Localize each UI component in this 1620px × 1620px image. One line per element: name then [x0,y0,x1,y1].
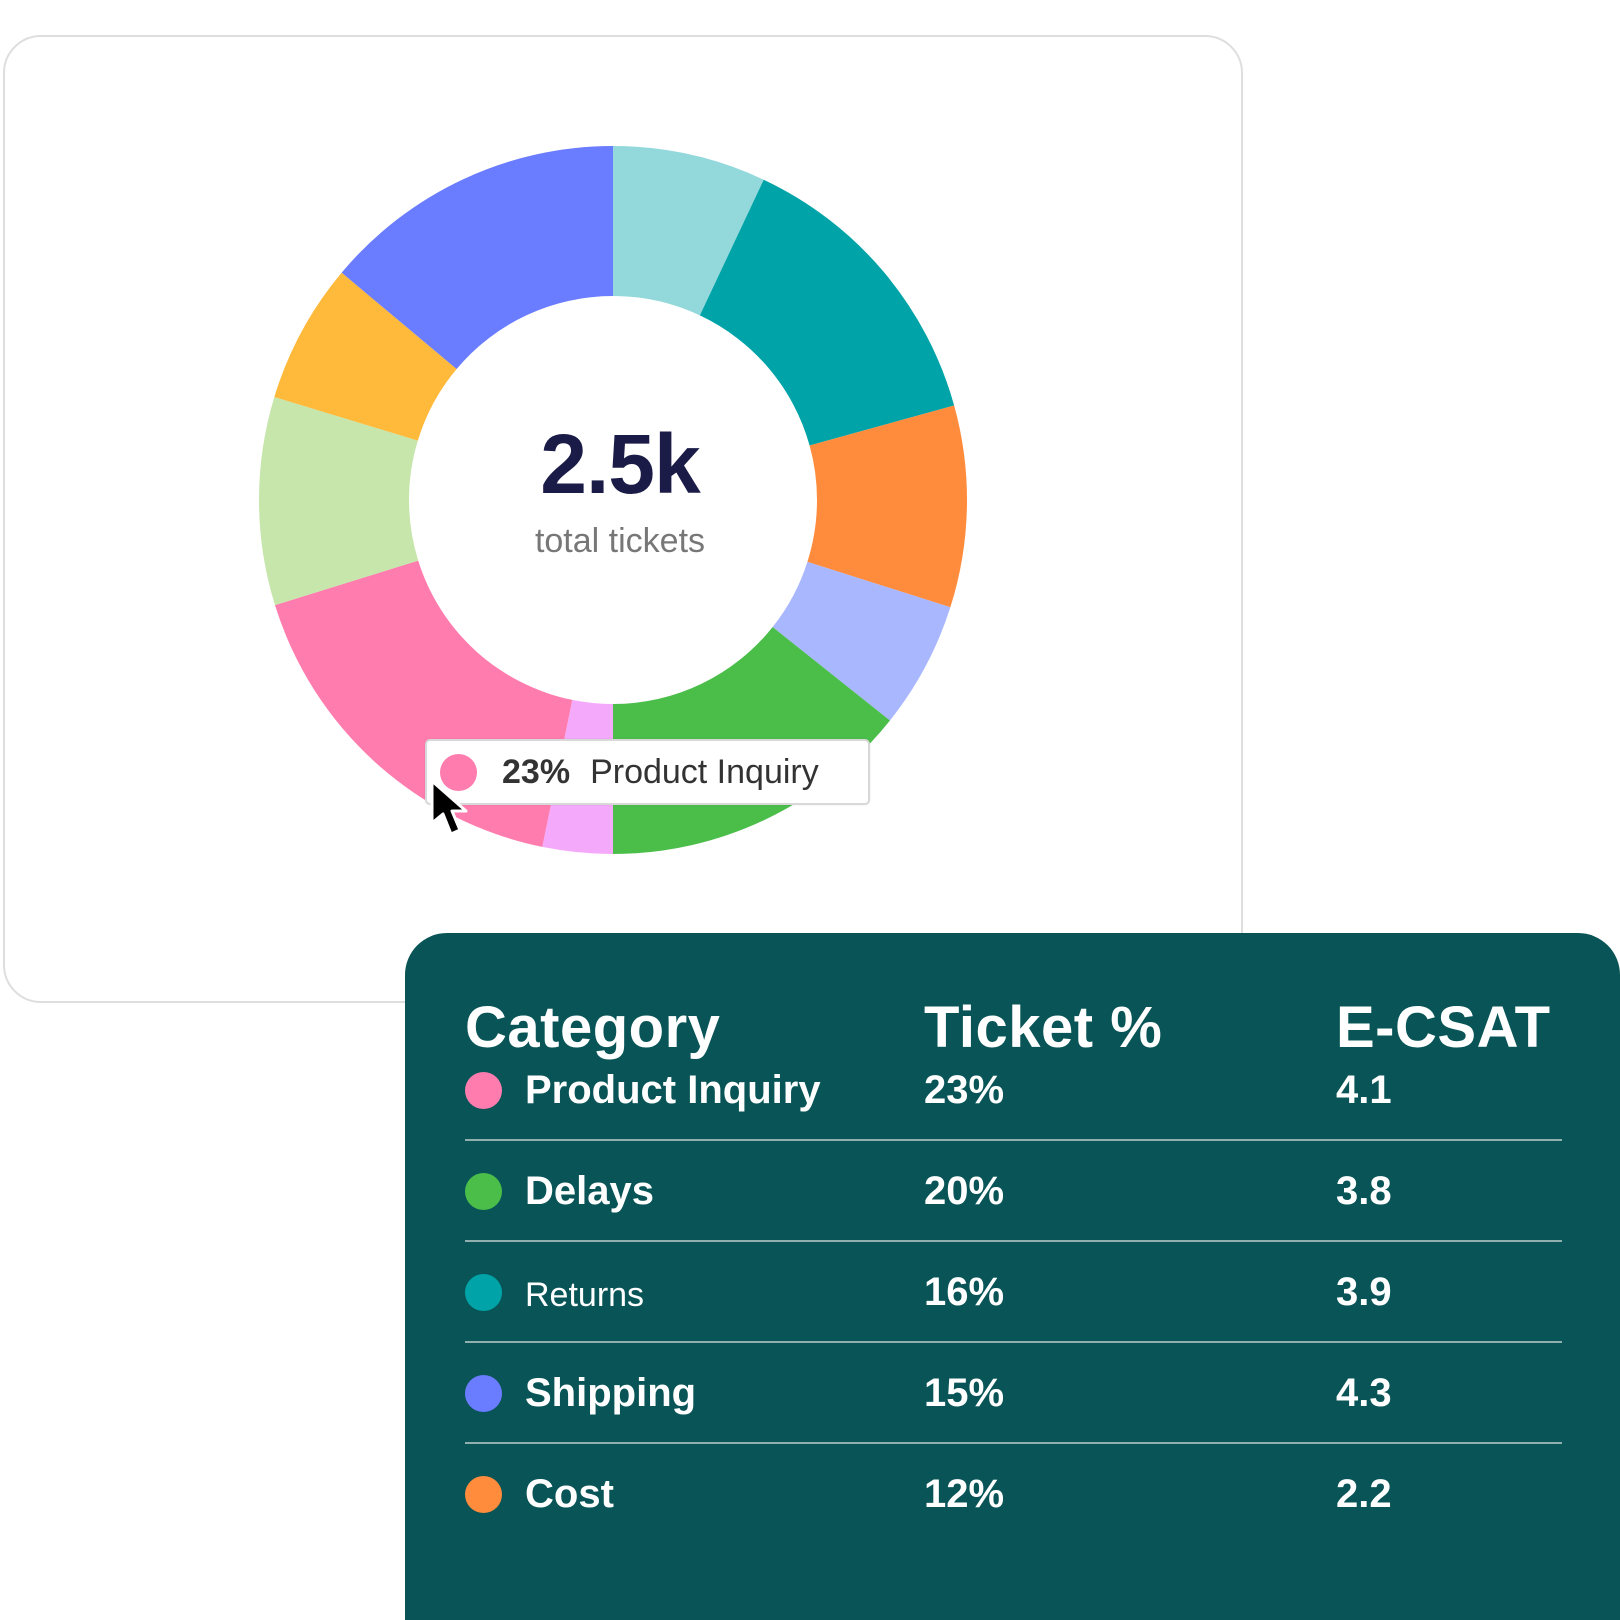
ticket-percent-cell: 16% [924,1270,1005,1314]
table-header-row: Category Ticket % E-CSAT [465,988,1610,1068]
table-row: Shipping 15% 4.3 [465,1343,1562,1444]
category-cell: Product Inquiry [525,1068,821,1112]
category-cell: Delays [525,1169,654,1213]
ecsat-cell: 3.9 [1336,1270,1392,1314]
tooltip-category: Product Inquiry [590,753,819,791]
ticket-percent-cell: 23% [924,1068,1005,1112]
color-swatch-icon [465,1072,502,1109]
table-row: Cost 12% 2.2 [465,1444,1562,1545]
category-column-header: Category [465,995,721,1060]
total-tickets-caption: total tickets [534,522,706,560]
table-row: Returns 16% 3.9 [465,1242,1562,1343]
table-row: Delays 20% 3.8 [465,1141,1562,1242]
donut-slice-1[interactable] [613,146,764,316]
ecsat-cell: 4.3 [1336,1371,1392,1415]
ticket-percent-column-header: Ticket % [924,995,1163,1060]
category-cell: Returns [525,1276,645,1314]
donut-slice-4[interactable] [772,561,951,721]
tooltip-percent: 23% [502,753,571,791]
ticket-percent-cell: 15% [924,1371,1005,1415]
donut-slice-10[interactable] [341,146,613,369]
color-swatch-icon [465,1375,502,1412]
color-swatch-icon [465,1274,502,1311]
category-cell: Shipping [525,1371,697,1415]
ecsat-column-header: E-CSAT [1336,995,1551,1060]
color-swatch-icon [440,753,477,791]
ecsat-cell: 3.8 [1336,1169,1392,1213]
category-cell: Cost [525,1472,614,1516]
ecsat-cell: 2.2 [1336,1472,1392,1516]
category-summary-table: Category Ticket % E-CSAT Product Inquiry… [405,933,1620,1620]
table-row: Product Inquiry 23% 4.1 [465,1040,1562,1141]
donut-slice-3[interactable] [807,405,967,608]
donut-slice-9[interactable] [274,272,457,441]
color-swatch-icon [465,1173,502,1210]
color-swatch-icon [465,1476,502,1513]
total-tickets-value: 2.5k [540,417,701,511]
ticket-percent-cell: 12% [924,1472,1005,1516]
chart-hover-tooltip: 23% Product Inquiry [425,739,870,805]
donut-slice-8[interactable] [259,396,419,606]
donut-slice-2[interactable] [699,179,955,446]
ticket-percent-cell: 20% [924,1169,1005,1213]
ecsat-cell: 4.1 [1336,1068,1392,1112]
